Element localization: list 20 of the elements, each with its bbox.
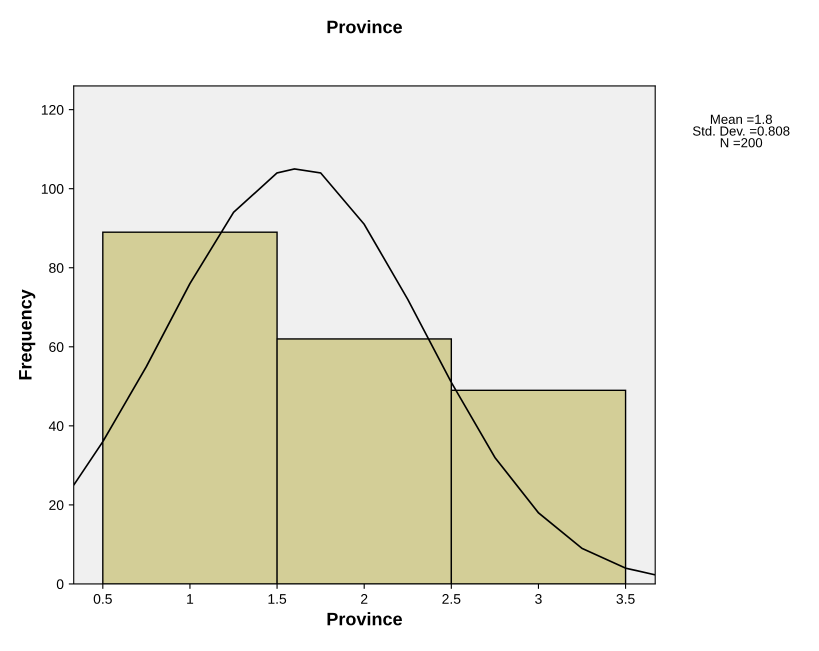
y-tick-label: 80 (49, 263, 64, 273)
chart-title: Province (328, 20, 402, 34)
text: Mean =1.8 (710, 114, 772, 124)
y-tick-label: 120 (42, 104, 64, 115)
y-tick-label: 60 (49, 342, 64, 352)
x-tick-label: 0.5 (94, 594, 112, 604)
y-tick-label: 100 (42, 184, 64, 194)
x-tick-label: 1 (187, 594, 194, 604)
y-tick-label: 40 (48, 421, 64, 432)
y-axis-title: Frequency (19, 289, 36, 380)
x-tick-label: 3.5 (616, 594, 635, 604)
x-tick-label: 2.5 (442, 594, 460, 604)
text: N =200 (720, 138, 762, 148)
y-tick-label: 0 (56, 579, 64, 590)
y-tick-label: 20 (49, 500, 64, 510)
text: Std. Dev. =0.808 (692, 126, 790, 136)
x-tick-label: 1.5 (268, 594, 286, 604)
x-tick-label: 3 (535, 594, 542, 604)
x-tick-label: 2 (361, 594, 368, 604)
x-axis-title: Province (328, 612, 402, 626)
